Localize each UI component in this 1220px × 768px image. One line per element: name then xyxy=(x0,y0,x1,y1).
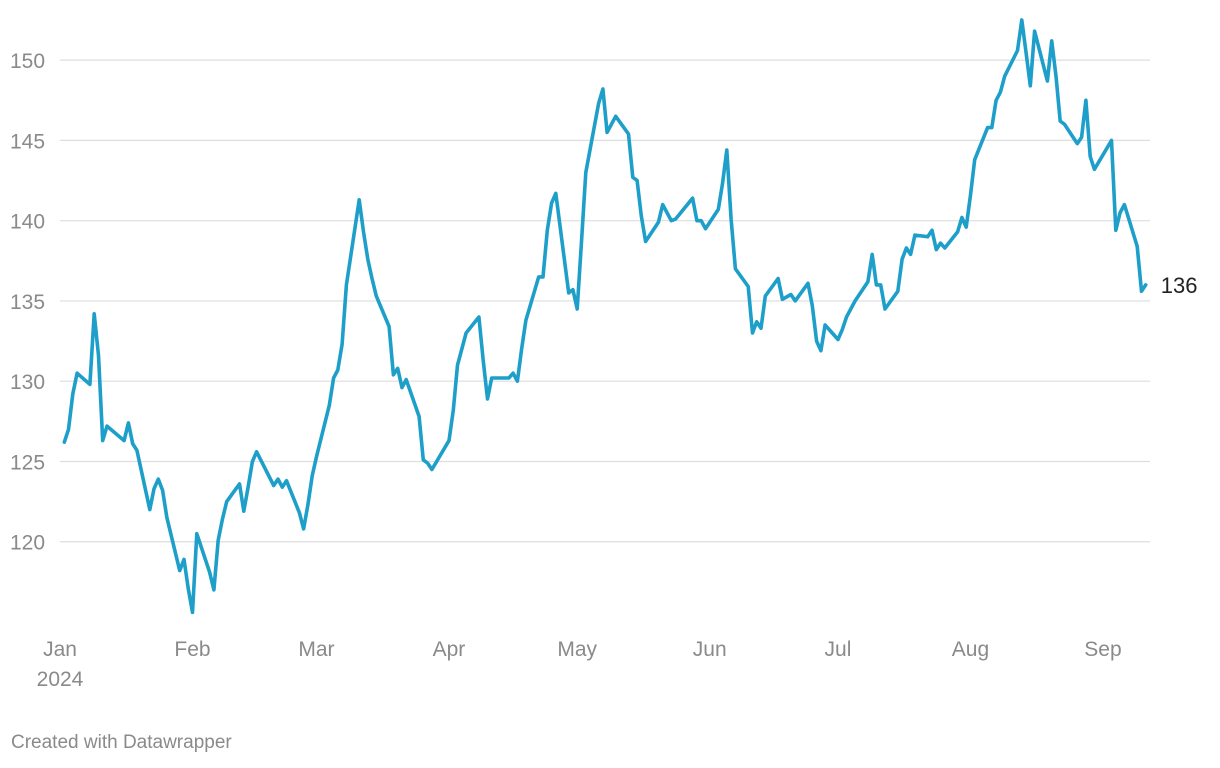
label-layer: 136 xyxy=(1161,273,1198,298)
x-tick-label-jan: Jan xyxy=(43,638,77,661)
y-tick-label-145: 145 xyxy=(10,130,45,153)
y-tick-label-135: 135 xyxy=(10,291,45,314)
y-tick-label-150: 150 xyxy=(10,50,45,73)
footer-credit: Created with Datawrapper xyxy=(11,732,232,753)
last-value-label: 136 xyxy=(1161,273,1198,298)
y-axis-tick-labels: 120 125 130 135 140 145 150 xyxy=(10,50,45,555)
x-tick-label-aug: Aug xyxy=(952,638,989,661)
y-tick-label-125: 125 xyxy=(10,451,45,474)
x-tick-label-apr: Apr xyxy=(433,638,466,661)
x-tick-label-may: May xyxy=(557,638,597,661)
y-tick-label-130: 130 xyxy=(10,371,45,394)
x-tick-sublabel-year: 2024 xyxy=(37,668,84,691)
x-tick-label-jun: Jun xyxy=(693,638,727,661)
gridlines xyxy=(60,59,1150,543)
y-tick-label-140: 140 xyxy=(10,211,45,234)
x-tick-label-jul: Jul xyxy=(825,638,852,661)
x-tick-label-sep: Sep xyxy=(1084,638,1121,661)
series-line-0 xyxy=(62,18,1148,615)
x-tick-label-feb: Feb xyxy=(174,638,210,661)
x-tick-label-mar: Mar xyxy=(298,638,334,661)
x-axis-tick-labels: Jan 2024 Feb Mar Apr May Jun Jul Aug Sep xyxy=(37,638,1122,691)
y-tick-label-120: 120 xyxy=(10,532,45,555)
series-layer xyxy=(62,18,1148,615)
